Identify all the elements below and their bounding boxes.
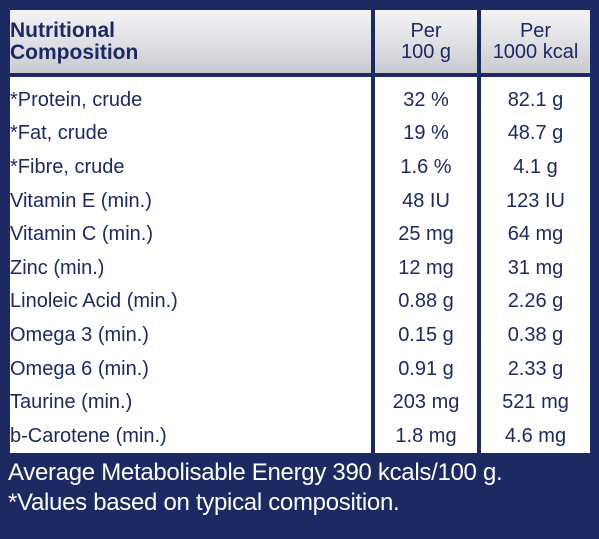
header-per-1000kcal: Per 1000 kcal <box>481 10 590 73</box>
table-row: *Protein, crude 32 % 82.1 g <box>10 73 590 117</box>
nutrient-name: Zinc (min.) <box>10 250 375 285</box>
table-row: Taurine (min.) 203 mg 521 mg <box>10 385 590 419</box>
table-row: Vitamin E (min.) 48 IU 123 IU <box>10 183 590 218</box>
value-per-100g: 0.88 g <box>375 284 481 319</box>
table-header-row: Nutritional Composition Per 100 g Per 10… <box>10 10 590 73</box>
value-per-1000kcal: 4.6 mg <box>481 418 590 453</box>
value-per-100g: 12 mg <box>375 250 481 285</box>
table-row: Linoleic Acid (min.) 0.88 g 2.26 g <box>10 284 590 319</box>
table-row: b-Carotene (min.) 1.8 mg 4.6 mg <box>10 418 590 453</box>
value-per-100g: 25 mg <box>375 217 481 251</box>
value-per-1000kcal: 4.1 g <box>481 150 590 184</box>
value-per-1000kcal: 123 IU <box>481 183 590 218</box>
nutrient-name: *Fat, crude <box>10 116 375 151</box>
nutrient-name: Omega 6 (min.) <box>10 351 375 386</box>
value-per-1000kcal: 2.26 g <box>481 284 590 319</box>
header-per-100g: Per 100 g <box>375 10 481 73</box>
value-per-100g: 32 % <box>375 73 481 117</box>
energy-statement: Average Metabolisable Energy 390 kcals/1… <box>8 459 503 486</box>
nutrient-name: Taurine (min.) <box>10 385 375 419</box>
value-per-1000kcal: 0.38 g <box>481 318 590 352</box>
value-per-1000kcal: 48.7 g <box>481 116 590 151</box>
value-per-100g: 1.8 mg <box>375 418 481 453</box>
table-row: Vitamin C (min.) 25 mg 64 mg <box>10 217 590 251</box>
nutrient-name: Vitamin E (min.) <box>10 183 375 218</box>
table-row: Omega 3 (min.) 0.15 g 0.38 g <box>10 318 590 352</box>
table-row: *Fibre, crude 1.6 % 4.1 g <box>10 150 590 184</box>
value-per-1000kcal: 82.1 g <box>481 73 590 117</box>
nutrient-name: *Fibre, crude <box>10 150 375 184</box>
header-label-line2: Composition <box>10 40 139 64</box>
header-per1000-line1: Per <box>519 19 552 42</box>
value-per-100g: 203 mg <box>375 385 481 419</box>
value-per-1000kcal: 64 mg <box>481 217 590 251</box>
table-row: Omega 6 (min.) 0.91 g 2.33 g <box>10 351 590 386</box>
nutrient-name: *Protein, crude <box>10 73 375 117</box>
value-per-100g: 0.91 g <box>375 351 481 386</box>
value-per-100g: 1.6 % <box>375 150 481 184</box>
value-per-1000kcal: 2.33 g <box>481 351 590 386</box>
header-label-line1: Nutritional <box>10 18 115 42</box>
table-row: *Fat, crude 19 % 48.7 g <box>10 116 590 151</box>
nutrition-table: Nutritional Composition Per 100 g Per 10… <box>10 10 590 453</box>
nutrient-name: Linoleic Acid (min.) <box>10 284 375 319</box>
footer-notes: Average Metabolisable Energy 390 kcals/1… <box>8 458 503 518</box>
header-per100-line1: Per <box>410 19 442 42</box>
nutrition-panel: Nutritional Composition Per 100 g Per 10… <box>10 10 590 453</box>
nutrient-name: b-Carotene (min.) <box>10 418 375 453</box>
table-row: Zinc (min.) 12 mg 31 mg <box>10 250 590 285</box>
value-per-100g: 19 % <box>375 116 481 151</box>
nutrient-name: Vitamin C (min.) <box>10 217 375 251</box>
typical-values-note: *Values based on typical composition. <box>8 489 400 516</box>
header-nutritional-composition: Nutritional Composition <box>10 10 375 73</box>
value-per-100g: 48 IU <box>375 183 481 218</box>
nutrient-name: Omega 3 (min.) <box>10 318 375 352</box>
value-per-1000kcal: 31 mg <box>481 250 590 285</box>
header-per1000-line2: 1000 kcal <box>492 40 579 63</box>
header-per100-line2: 100 g <box>400 40 452 63</box>
value-per-100g: 0.15 g <box>375 318 481 352</box>
value-per-1000kcal: 521 mg <box>481 385 590 419</box>
